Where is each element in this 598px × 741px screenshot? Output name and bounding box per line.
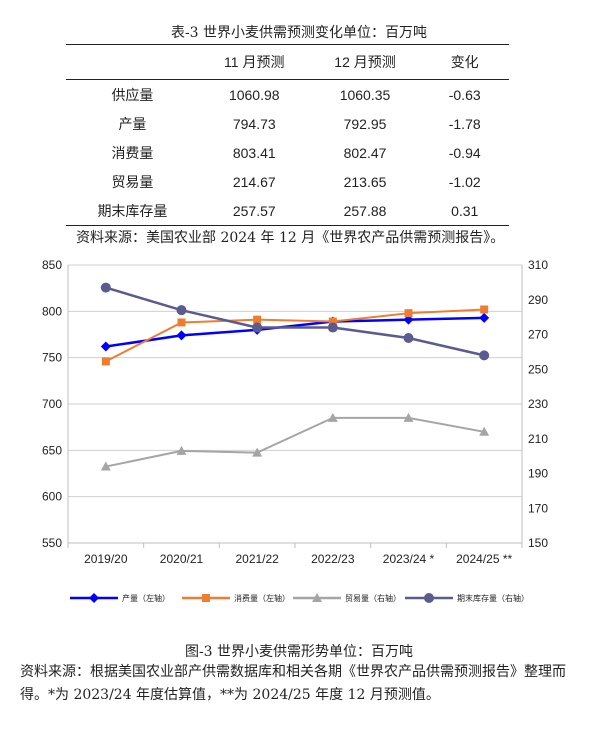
table-title: 表-3 世界小麦供需预测变化单位：百万吨 — [170, 25, 428, 41]
legend-label: 消费量（左轴） — [234, 593, 290, 603]
left-axis-tick-label: 650 — [42, 443, 62, 457]
data-point — [480, 305, 489, 314]
row-label: 期末库存量 — [66, 196, 199, 226]
nov-value: 1060.98 — [228, 86, 280, 103]
x-axis-tick-label: 2019/20 — [84, 552, 128, 566]
right-axis-tick-label: 170 — [528, 501, 548, 515]
dec-value: 1060.35 — [339, 86, 391, 103]
left-axis-tick-label: 850 — [42, 258, 62, 272]
data-point — [253, 315, 262, 324]
data-point — [252, 322, 263, 333]
data-point — [100, 461, 111, 471]
table-row: 供应量 1060.98 1060.35 -0.63 — [66, 80, 509, 110]
x-axis-tick-label: 2020/21 — [160, 552, 204, 566]
data-point — [327, 412, 338, 422]
series-line — [105, 286, 485, 357]
legend-marker — [202, 594, 210, 602]
right-axis-tick-label: 270 — [528, 328, 548, 342]
data-point — [177, 318, 186, 327]
row-label: 产量 — [118, 116, 147, 133]
data-point — [479, 426, 490, 436]
data-point — [100, 282, 111, 293]
x-axis-tick-label: 2021/22 — [235, 552, 279, 566]
series-line — [105, 316, 485, 348]
left-axis-tick-label: 750 — [42, 351, 62, 365]
x-axis-tick-label: 2023/24 * — [383, 552, 435, 566]
data-point — [176, 330, 187, 341]
legend-label: 贸易量（右轴） — [345, 593, 401, 603]
x-axis-tick-label: 2024/25 ** — [456, 552, 512, 566]
data-point — [176, 305, 187, 316]
left-axis-tick-label: 800 — [42, 304, 62, 318]
header-cell-change: 变化 — [420, 44, 509, 80]
data-point — [100, 341, 111, 352]
legend-marker — [424, 593, 434, 603]
change-value: -0.63 — [448, 86, 481, 103]
dec-value: 802.47 — [343, 144, 387, 161]
data-point — [328, 317, 337, 326]
right-axis-tick-label: 290 — [528, 293, 548, 307]
legend-marker — [312, 593, 322, 602]
nov-value: 803.41 — [232, 144, 276, 161]
row-label: 消费量 — [111, 145, 154, 162]
left-axis-tick-label: 700 — [42, 397, 62, 411]
series-line — [105, 416, 485, 468]
table-header-row: 11 月预测 12 月预测 变化 — [66, 44, 509, 80]
data-point — [252, 447, 263, 457]
data-point — [327, 322, 338, 333]
dec-value: 792.95 — [343, 115, 387, 132]
data-point — [479, 350, 490, 361]
data-point — [404, 309, 413, 318]
legend-marker — [89, 593, 99, 603]
right-axis-tick-label: 230 — [528, 397, 548, 411]
nov-value: 794.73 — [232, 115, 276, 132]
left-axis-tick-label: 550 — [42, 536, 62, 550]
left-axis-tick-label: 600 — [42, 490, 62, 504]
series-line — [105, 308, 485, 363]
right-axis-tick-label: 210 — [528, 432, 548, 446]
row-label: 贸易量 — [111, 174, 154, 191]
header-cell-blank — [66, 44, 199, 80]
change-value: 0.31 — [420, 196, 509, 226]
change-value: -1.02 — [448, 173, 481, 190]
right-axis-tick-label: 250 — [528, 362, 548, 376]
header-cell-nov: 11 月预测 — [198, 44, 310, 80]
nov-value: 214.67 — [232, 173, 276, 190]
data-point — [101, 357, 110, 366]
table-row: 消费量 803.41 802.47 -0.94 — [66, 138, 509, 167]
forecast-table: 11 月预测 12 月预测 变化 供应量 1060.98 1060.35 -0.… — [66, 44, 509, 226]
legend-label: 产量（左轴） — [122, 593, 170, 603]
row-label: 供应量 — [111, 87, 154, 104]
right-axis-tick-label: 310 — [528, 258, 548, 272]
figure-title: 图-3 世界小麦供需形势单位：百万吨 — [184, 644, 414, 660]
data-point — [479, 312, 490, 323]
table-row: 贸易量 214.67 213.65 -1.02 — [66, 167, 509, 196]
right-axis-tick-label: 190 — [528, 467, 548, 481]
data-point — [403, 412, 414, 422]
table-row: 期末库存量 257.57 257.88 0.31 — [66, 196, 509, 226]
header-cell-dec: 12 月预测 — [309, 44, 421, 80]
table-source-note: 资料来源：美国农业部 2024 年 12 月《世界农产品供需预测报告》。 — [76, 230, 505, 246]
x-axis-tick-label: 2022/23 — [311, 552, 355, 566]
change-value: -0.94 — [448, 144, 481, 161]
table-row: 产量 794.73 792.95 -1.78 — [66, 109, 509, 138]
data-point — [403, 332, 414, 343]
change-value: -1.78 — [448, 115, 481, 132]
nov-value: 257.57 — [198, 196, 310, 226]
figure-source-note: 资料来源：根据美国农业部产供需数据库和相关各期《世界农产品供需预测报告》整理而得… — [20, 664, 566, 703]
data-point — [176, 445, 187, 455]
supply-demand-line-chart: 550 600 650 700 750 800 850 150 170 190 210 230 250 2… — [42, 258, 548, 603]
dec-value: 257.88 — [309, 196, 421, 226]
dec-value: 213.65 — [343, 173, 387, 190]
right-axis-tick-label: 150 — [528, 536, 548, 550]
legend-label: 期末库存量（右轴） — [457, 593, 529, 603]
